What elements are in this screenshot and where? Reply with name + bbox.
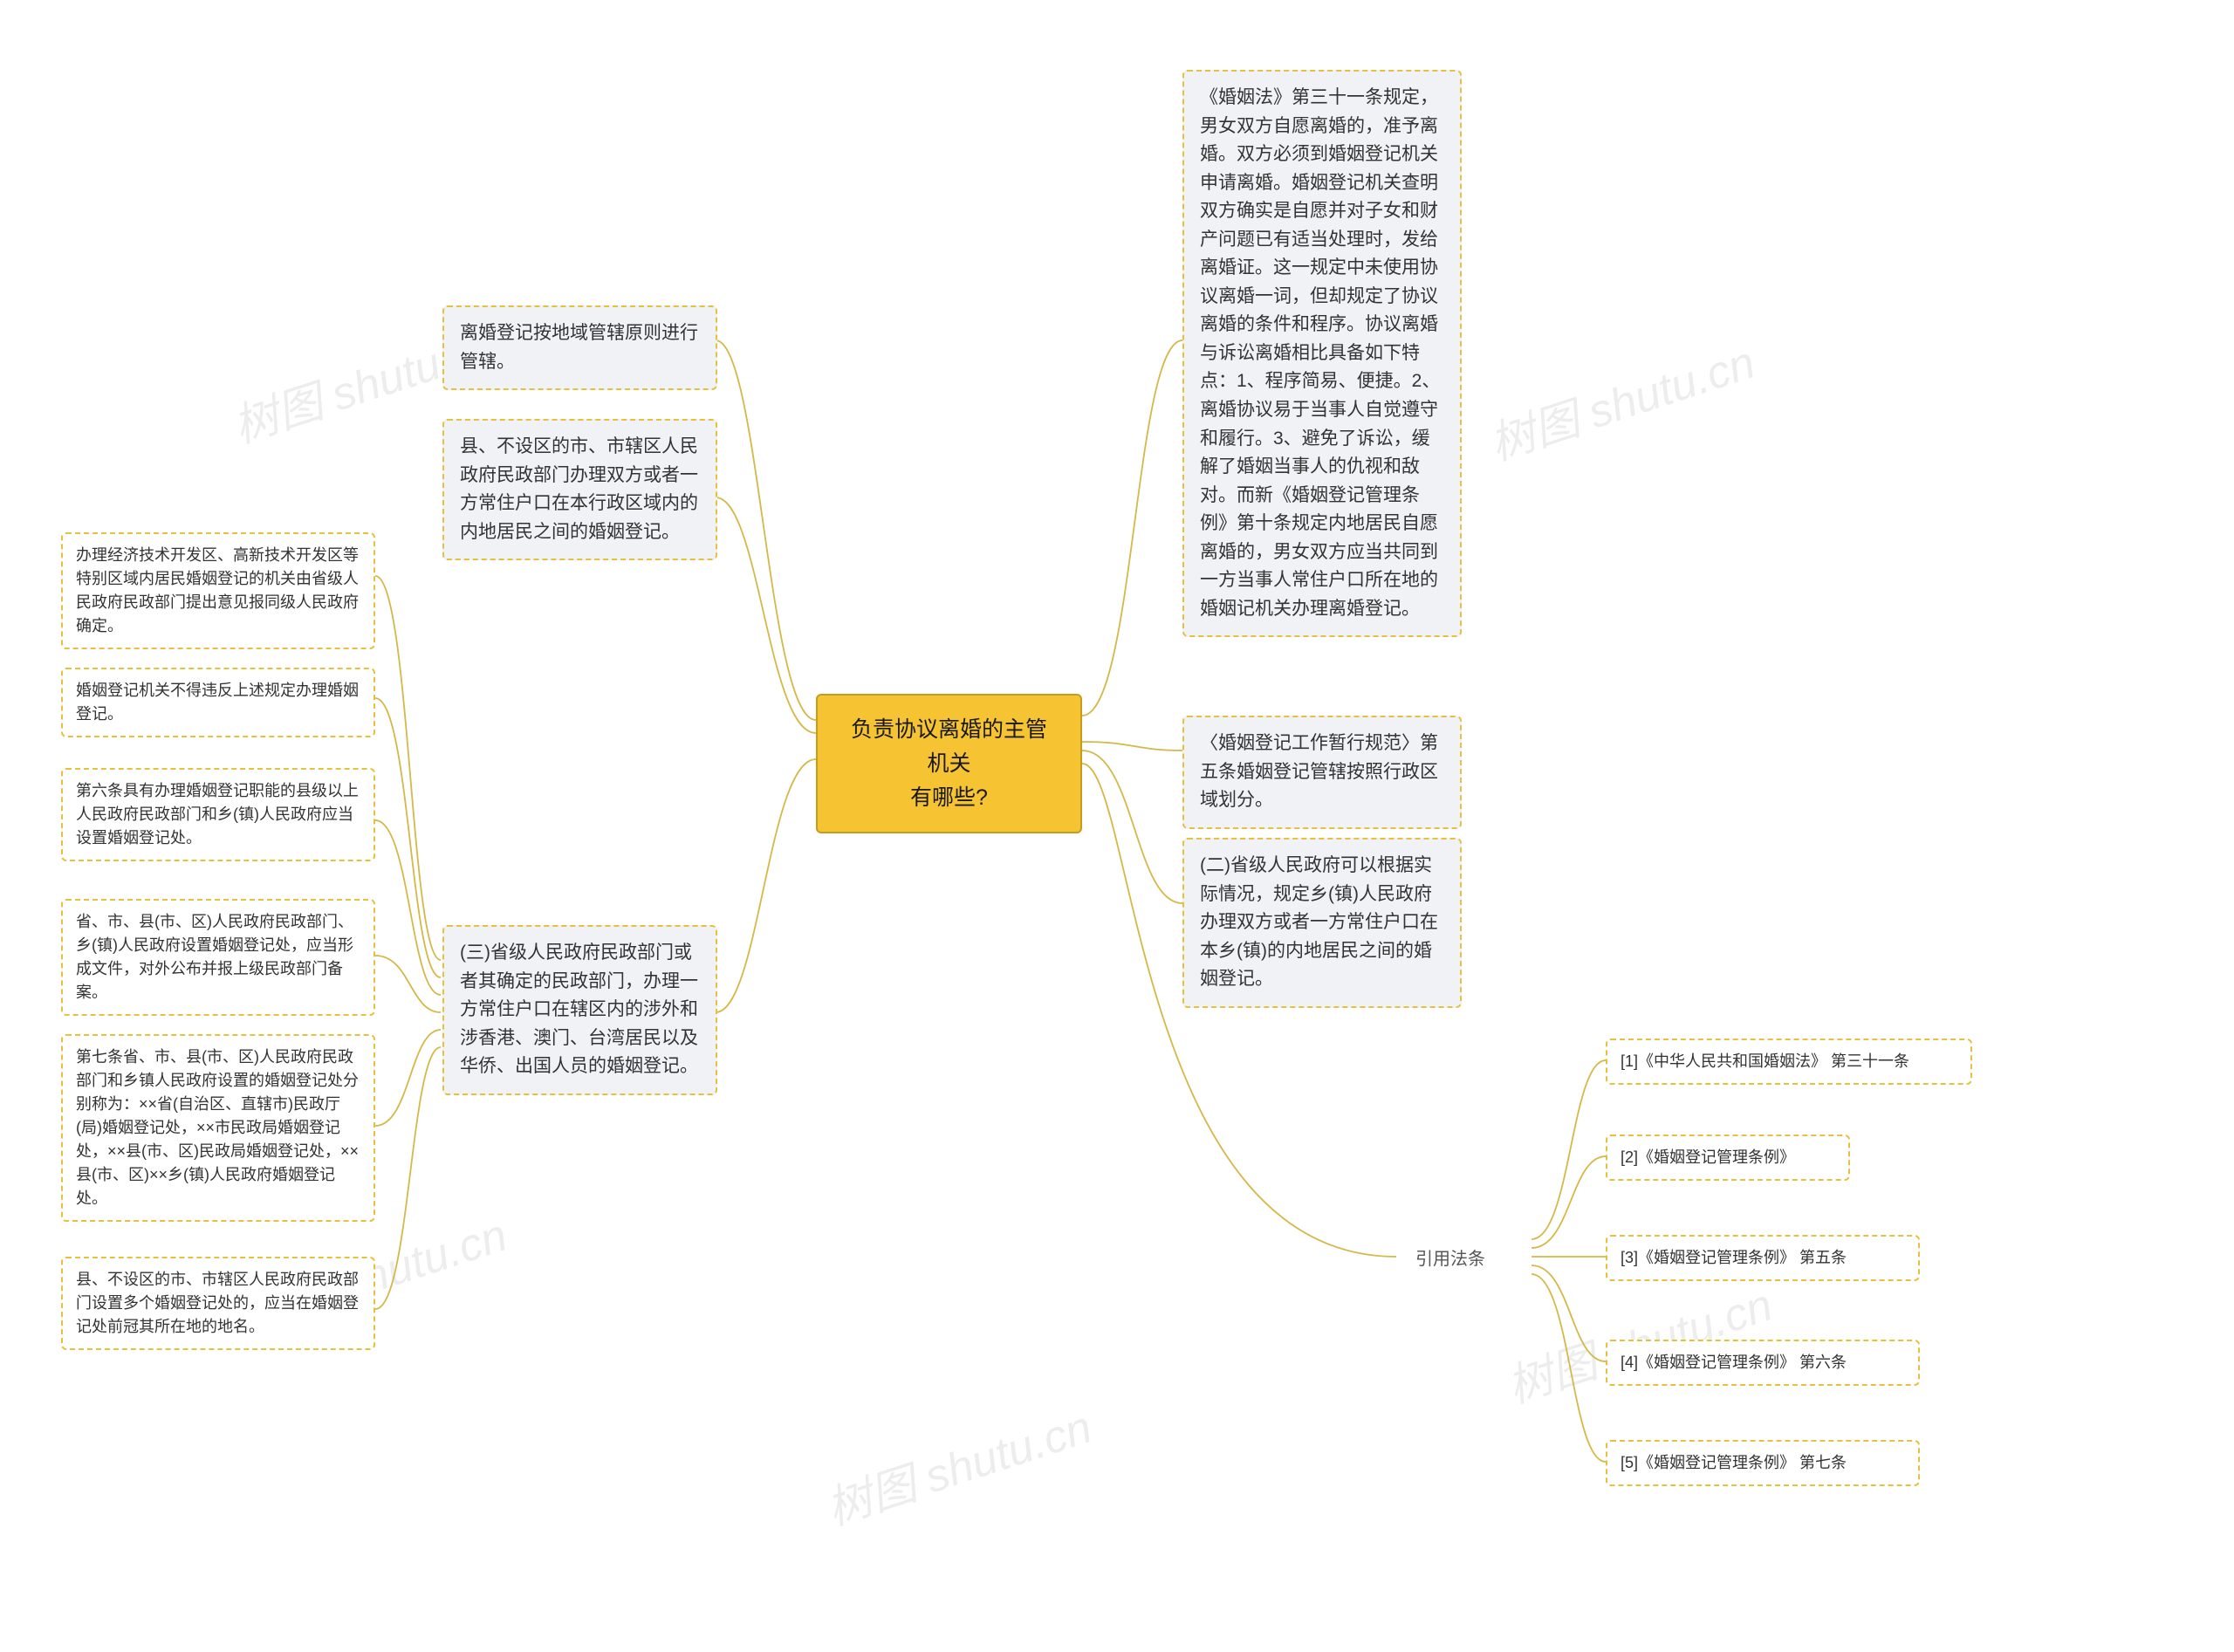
citation-4: [5]《婚姻登记管理条例》 第七条	[1606, 1440, 1920, 1486]
center-line2: 有哪些?	[910, 785, 988, 810]
citation-2: [3]《婚姻登记管理条例》 第五条	[1606, 1235, 1920, 1281]
left-leaf-0: 办理经济技术开发区、高新技术开发区等特别区域内居民婚姻登记的机关由省级人民政府民…	[61, 532, 375, 649]
center-node: 负责协议离婚的主管机关 有哪些?	[816, 694, 1082, 833]
left-leaf-4: 第七条省、市、县(市、区)人民政府民政部门和乡镇人民政府设置的婚姻登记处分别称为…	[61, 1034, 375, 1222]
left-leaf-1: 婚姻登记机关不得违反上述规定办理婚姻登记。	[61, 668, 375, 737]
left-branch-3: (三)省级人民政府民政部门或者其确定的民政部门，办理一方常住户口在辖区内的涉外和…	[442, 925, 717, 1095]
citation-0: [1]《中华人民共和国婚姻法》 第三十一条	[1606, 1038, 1972, 1085]
right-branch-3: (二)省级人民政府可以根据实际情况，规定乡(镇)人民政府办理双方或者一方常住户口…	[1182, 838, 1462, 1008]
citation-1: [2]《婚姻登记管理条例》	[1606, 1134, 1850, 1181]
left-branch-2: 县、不设区的市、市辖区人民政府民政部门办理双方或者一方常住户口在本行政区域内的内…	[442, 419, 717, 560]
center-line1: 负责协议离婚的主管机关	[851, 717, 1047, 776]
left-branch-1: 离婚登记按地域管辖原则进行管辖。	[442, 305, 717, 390]
left-leaf-2: 第六条具有办理婚姻登记职能的县级以上人民政府民政部门和乡(镇)人民政府应当设置婚…	[61, 768, 375, 861]
watermark: 树图 shutu.cn	[817, 1390, 1099, 1538]
left-leaf-3: 省、市、县(市、区)人民政府民政部门、乡(镇)人民政府设置婚姻登记处，应当形成文…	[61, 899, 375, 1016]
citation-3: [4]《婚姻登记管理条例》 第六条	[1606, 1340, 1920, 1386]
right-branch-1: 《婚姻法》第三十一条规定，男女双方自愿离婚的，准予离婚。双方必须到婚姻登记机关申…	[1182, 70, 1462, 637]
left-leaf-5: 县、不设区的市、市辖区人民政府民政部门设置多个婚姻登记处的，应当在婚姻登记处前冠…	[61, 1257, 375, 1350]
watermark: 树图 shutu.cn	[1480, 326, 1762, 473]
citations-label: 引用法条	[1405, 1239, 1496, 1280]
right-branch-2: 〈婚姻登记工作暂行规范〉第五条婚姻登记管辖按照行政区域划分。	[1182, 716, 1462, 829]
